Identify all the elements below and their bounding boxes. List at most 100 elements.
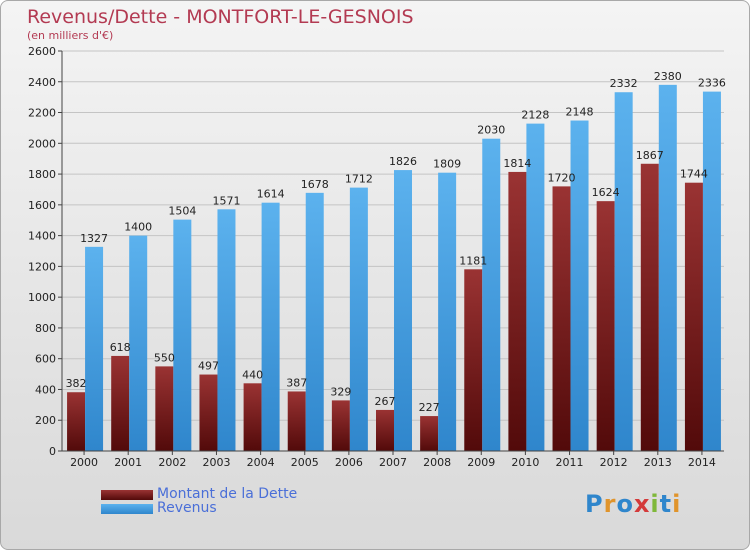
y-tick-label: 1400 (28, 230, 56, 243)
logo-letter: t (659, 490, 673, 518)
value-label-revenue: 1826 (389, 155, 417, 168)
value-label-revenue: 1400 (124, 221, 152, 234)
y-tick-label: 600 (35, 353, 56, 366)
value-label-revenue: 2030 (477, 124, 505, 137)
y-axis: 0 200 400 600 800 1000 1200 1400 1600 1800 2000 220… (28, 45, 63, 458)
x-tick-label: 2013 (644, 456, 672, 469)
y-tick-label: 1800 (28, 168, 56, 181)
bar-debt (67, 392, 86, 451)
proxiti-logo: Proxiti (585, 490, 681, 518)
bar-revenue (261, 202, 280, 451)
x-tick-label: 2008 (423, 456, 451, 469)
logo-letter: x (633, 490, 651, 518)
legend-label-revenue: Revenus (157, 500, 217, 516)
value-label-revenue: 1678 (301, 178, 329, 191)
bar-revenue (394, 170, 412, 452)
bar-debt (596, 201, 615, 451)
bar-revenue (305, 192, 324, 451)
x-tick-label: 2002 (158, 456, 186, 469)
value-label-debt: 1624 (592, 186, 620, 199)
value-label-revenue: 1504 (168, 205, 196, 218)
bar-debt (331, 400, 350, 451)
chart-title: Revenus/Dette - MONTFORT-LE-GESNOIS (27, 6, 414, 28)
bar-debt (464, 269, 483, 451)
value-label-debt: 1720 (548, 171, 576, 184)
bar-debt (684, 182, 703, 451)
value-label-debt: 329 (330, 385, 351, 398)
value-label-debt: 440 (242, 368, 263, 381)
y-tick-label: 1600 (28, 199, 56, 212)
bar-debt (199, 374, 218, 451)
value-label-revenue: 2332 (610, 77, 638, 90)
value-label-revenue: 2336 (698, 77, 726, 90)
value-label-debt: 227 (419, 401, 440, 414)
value-label-revenue: 2128 (521, 109, 549, 122)
value-label-debt: 267 (375, 395, 396, 408)
value-label-revenue: 1327 (80, 232, 108, 245)
y-tick-label: 2200 (28, 107, 56, 120)
x-tick-label: 2007 (379, 456, 407, 469)
x-tick-label: 2011 (556, 456, 584, 469)
y-tick-label: 2400 (28, 76, 56, 89)
x-tick-label: 2001 (114, 456, 142, 469)
value-label-debt: 618 (110, 341, 131, 354)
value-label-debt: 1181 (459, 254, 487, 267)
bar-debt (155, 366, 174, 451)
x-tick-label: 2014 (688, 456, 716, 469)
x-axis: 2000 2001 2002 2003 2004 2005 2006 2007 2008 2009… (62, 450, 724, 469)
bar-revenue (173, 219, 192, 451)
x-tick-label: 2004 (247, 456, 275, 469)
x-tick-label: 2003 (202, 456, 230, 469)
y-tick-label: 2600 (28, 45, 56, 58)
y-tick-label: 400 (35, 383, 56, 396)
legend-swatch-revenue (101, 504, 153, 514)
value-label-debt: 1744 (680, 168, 708, 181)
y-tick-label: 0 (49, 445, 56, 458)
x-tick-label: 2010 (511, 456, 539, 469)
bar-revenue (570, 120, 589, 452)
x-tick-label: 2006 (335, 456, 363, 469)
bar-debt (243, 383, 262, 451)
y-tick-label: 1000 (28, 291, 56, 304)
bar-debt (111, 355, 130, 451)
bar-debt (287, 391, 306, 451)
bar-debt (552, 186, 571, 451)
x-tick-label: 2005 (291, 456, 319, 469)
legend-swatch-debt (101, 490, 153, 500)
bar-revenue (349, 187, 368, 451)
value-label-debt: 497 (198, 360, 219, 373)
logo-letter: P (585, 490, 604, 518)
value-label-revenue: 1571 (212, 194, 240, 207)
y-tick-label: 200 (35, 414, 56, 427)
bar-revenue (702, 91, 721, 451)
bar-revenue (217, 209, 236, 451)
chart-subtitle: (en milliers d'€) (27, 29, 114, 42)
value-label-debt: 1867 (636, 149, 664, 162)
bar-debt (640, 163, 659, 451)
bar-debt (508, 171, 527, 451)
logo-letter: o (616, 490, 634, 518)
bar-revenue (438, 172, 457, 451)
value-label-debt: 1814 (503, 157, 531, 170)
value-label-debt: 550 (154, 351, 175, 364)
logo-letter: i (672, 490, 682, 518)
value-labels: 382 1327 618 1400 550 1504 497 1571 440 1614 387 16… (66, 70, 726, 414)
bar-debt (420, 416, 439, 451)
x-tick-label: 2009 (467, 456, 495, 469)
y-tick-label: 800 (35, 322, 56, 335)
bar-revenue (526, 123, 545, 451)
bar-revenue (482, 138, 501, 451)
bar-revenue (85, 246, 104, 451)
x-tick-label: 2012 (600, 456, 628, 469)
logo-letter: r (603, 490, 617, 518)
value-label-revenue: 1614 (257, 188, 285, 201)
value-label-debt: 382 (66, 377, 87, 390)
y-tick-label: 1200 (28, 260, 56, 273)
value-label-revenue: 2148 (566, 106, 594, 119)
bar-revenue (614, 92, 633, 451)
bar-revenue (129, 235, 148, 451)
legend-label-debt: Montant de la Dette (157, 486, 298, 502)
bars (67, 84, 721, 452)
